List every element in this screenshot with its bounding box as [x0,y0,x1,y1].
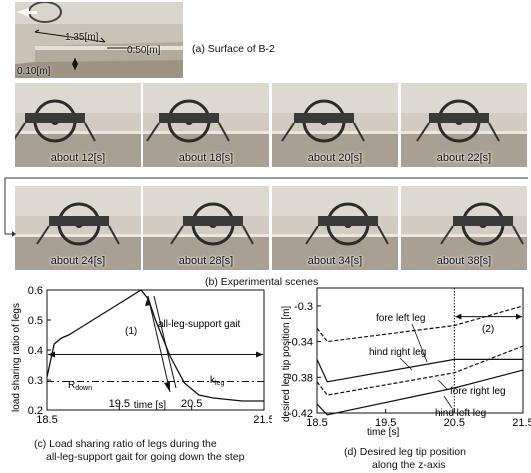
leg-tip-series-line [316,345,524,396]
scene-time-label: about 20[s] [307,152,363,164]
caption-c-line1: (c) Load sharing ratio of legs during th… [34,438,217,450]
phase-arrow-head-down [164,382,170,392]
scene-time-label: about 22[s] [436,152,492,164]
scene-frame: about 18[s] [143,83,269,167]
phase-2-arrow-left-head [455,313,462,320]
phase-1-label: (1) [125,326,137,337]
surface-photo: 1.35[m] 0.50[m] 0.10[m] [15,2,183,78]
dimension-label-2: 0.50[m] [127,45,161,56]
scene-frame: about 20[s] [272,83,398,167]
scene-time-label: about 12[s] [50,152,106,164]
scene-frame: about 12[s] [15,83,141,167]
leg-tip-axes-frame [316,287,524,414]
caption-c-line2: all-leg-support gait for going down the … [46,451,245,463]
caption-b: (b) Experimental scenes [205,276,319,288]
x-tick-label-d: 18.5 [306,417,327,429]
y-tick-label-c: 0.4 [28,345,43,357]
fore-right-leader [437,379,449,391]
x-tick-label-c: 20.5 [181,398,202,410]
x-tick-label-c: 18.5 [36,414,57,426]
y-tick-label-d: -0.42 [288,408,313,420]
y-tick-label-c: 0.2 [28,405,43,417]
caption-d-line2: along the z-axis [372,459,446,471]
x-axis-label-c: time [s] [134,400,166,411]
gait-label: all-leg-support gait [158,319,240,330]
hind-right-leader [399,357,413,371]
scene-frame: about 38[s] [401,186,527,270]
caption-a: (a) Surface of B-2 [192,43,275,55]
k-leg-series-line [46,289,264,402]
y-tick-label-d: -0.34 [288,337,313,349]
y-tick-label-c: 0.3 [28,375,43,387]
fore-left-leg-label: fore left leg [376,313,425,324]
y-tick-label-c: 0.5 [28,315,43,327]
r-down-label: Rdown [68,380,92,392]
hind-left-leader [443,395,453,409]
x-axis-label-d: time [s] [367,427,399,438]
gait-arrow-right-head [256,351,263,358]
load-sharing-axes-frame [46,289,265,411]
phase-arrow-head-up [145,296,151,306]
scene-frame: about 28[s] [143,186,269,270]
caption-d-line1: (d) Desired leg tip position [344,446,466,458]
scene-time-label: about 24[s] [50,255,106,267]
phase-arrow-line-2 [153,295,177,389]
leg-tip-series-line [316,369,524,416]
scene-drawing [15,83,141,167]
y-axis-label-c: load sharing ratio of legs [11,303,22,412]
x-tick-label-c: 21.5 [253,414,272,426]
scene-frame: about 22[s] [401,83,527,167]
leg-tip-series-line [316,305,524,343]
load-sharing-chart: 0.2 0.3 0.4 0.5 0.6 18.5 19.5 20.5 21.5 (1) all-… [11,285,272,426]
scene-drawing [143,83,269,167]
y-tick-label-d: -0.38 [288,372,313,384]
scene-frame: about 24[s] [15,186,141,270]
scene-drawing [272,186,398,270]
scene-time-label: about 38[s] [436,255,492,267]
phase-arrow-line [147,295,171,393]
row-connector [4,177,528,237]
y-axis-label-d: desired leg tip position [m] [281,306,292,422]
y-tick-label-c: 0.6 [28,285,43,297]
scene-time-label: about 34[s] [307,255,363,267]
y-tick-label-d: -0.3 [294,301,313,313]
fore-left-leader [411,323,428,363]
scene-drawing [15,186,141,270]
phase-2-label: (2) [482,324,494,335]
scene-drawing [401,83,527,167]
x-tick-label-c: 19.5 [109,398,130,410]
hind-left-leg-label: hind left leg [435,408,486,419]
k-leg-label: kleg [210,375,224,387]
scene-drawing [401,186,527,270]
x-tick-label-d: 21.5 [512,417,531,429]
scene-time-label: about 28[s] [178,255,234,267]
scene-frame: about 34[s] [272,186,398,270]
fore-right-leg-label: fore right leg [450,386,506,397]
scene-time-label: about 18[s] [178,152,234,164]
x-tick-label-d: 20.5 [444,417,465,429]
x-tick-label-d: 19.5 [375,417,396,429]
phase-2-arrow-right-head [516,313,522,320]
dimension-label-1: 1.35[m] [65,32,99,43]
dimension-label-3: 0.10[m] [17,66,51,77]
scene-drawing [272,83,398,167]
hind-right-leg-label: hind right leg [369,347,426,358]
scene-drawing [143,186,269,270]
surface-photo-drawing [15,2,183,78]
